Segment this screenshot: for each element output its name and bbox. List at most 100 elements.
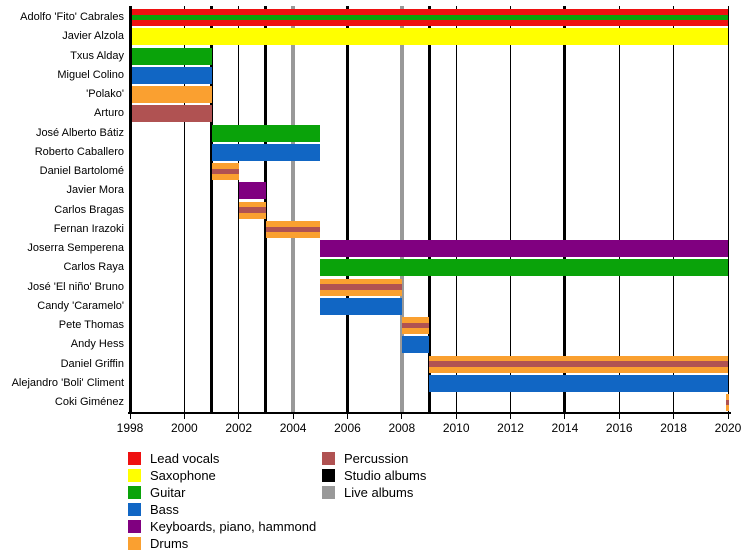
legend-swatch-percussion bbox=[322, 452, 335, 465]
x-axis-tick-label: 2012 bbox=[497, 421, 524, 435]
year-gridline bbox=[183, 6, 185, 412]
x-axis-tick-label: 2000 bbox=[171, 421, 198, 435]
legend-swatch-studio bbox=[322, 469, 335, 482]
legend-label: Drums bbox=[150, 536, 189, 550]
legend-swatch-drums bbox=[128, 537, 141, 550]
member-label: Fernan Irazoki bbox=[53, 222, 124, 235]
member-tenure-bar bbox=[130, 9, 728, 26]
member-label: Arturo bbox=[94, 107, 124, 120]
member-label: Daniel Bartolomé bbox=[39, 165, 124, 177]
member-label: Coki Giménez bbox=[54, 396, 124, 408]
secondary-role-stripe bbox=[265, 226, 321, 232]
studio-album-line bbox=[427, 6, 431, 412]
secondary-role-stripe bbox=[401, 322, 429, 329]
legend-swatch-saxophone bbox=[128, 469, 141, 482]
member-tenure-bar bbox=[429, 374, 728, 392]
x-axis-tick bbox=[455, 414, 457, 419]
secondary-role-stripe bbox=[429, 361, 728, 367]
x-axis-line bbox=[128, 412, 731, 414]
year-gridline bbox=[673, 6, 675, 412]
member-label: Daniel Griffin bbox=[60, 357, 124, 370]
member-tenure-bar bbox=[238, 201, 266, 219]
member-label: Joserra Semperena bbox=[27, 242, 124, 254]
member-label: Alejandro 'Boli' Climent bbox=[11, 376, 124, 389]
secondary-role-stripe bbox=[726, 399, 729, 406]
x-axis-tick bbox=[292, 414, 294, 419]
year-gridline bbox=[618, 6, 620, 412]
member-tenure-bar bbox=[130, 47, 212, 65]
legend-label: Keyboards, piano, hammond bbox=[150, 519, 317, 534]
legend-label: Guitar bbox=[150, 485, 186, 500]
x-axis-tick-label: 2014 bbox=[551, 421, 579, 435]
member-tenure-bar bbox=[320, 240, 728, 257]
member-tenure-bar bbox=[130, 86, 212, 103]
x-axis-tick bbox=[183, 414, 185, 419]
member-tenure-bar bbox=[130, 28, 728, 46]
member-tenure-bar bbox=[265, 220, 321, 238]
legend-label: Lead vocals bbox=[150, 451, 220, 466]
legend-swatch-lead-vocals bbox=[128, 452, 141, 465]
x-axis-tick bbox=[346, 414, 348, 419]
member-label: Roberto Caballero bbox=[34, 145, 124, 158]
legend-label: Studio albums bbox=[344, 468, 427, 483]
live-album-line bbox=[399, 6, 404, 412]
member-tenure-bar bbox=[429, 355, 728, 373]
secondary-role-stripe bbox=[238, 207, 266, 213]
member-tenure-bar bbox=[726, 394, 729, 411]
member-label: Candy 'Caramelo' bbox=[37, 299, 124, 312]
x-axis-tick-label: 2008 bbox=[388, 421, 416, 435]
x-axis-tick bbox=[564, 414, 566, 419]
year-gridline bbox=[510, 6, 512, 412]
member-tenure-bar bbox=[320, 278, 402, 296]
x-axis-tick bbox=[401, 414, 403, 419]
member-label: José Alberto Bátiz bbox=[35, 126, 124, 139]
legend-label: Bass bbox=[150, 502, 179, 517]
x-axis-tick-label: 2004 bbox=[279, 421, 307, 435]
legend-label: Live albums bbox=[344, 485, 414, 500]
x-axis-tick-label: 2010 bbox=[442, 421, 470, 435]
member-label: Pete Thomas bbox=[58, 319, 124, 331]
x-axis-tick-label: 2002 bbox=[225, 421, 253, 435]
x-axis-tick bbox=[727, 414, 729, 419]
x-axis-tick bbox=[238, 414, 240, 419]
legend-swatch-bass bbox=[128, 503, 141, 516]
member-label: Carlos Raya bbox=[63, 261, 124, 274]
x-axis-tick-label: 1998 bbox=[116, 421, 144, 435]
member-tenure-bar bbox=[320, 259, 728, 277]
year-gridline bbox=[727, 6, 729, 412]
x-axis-tick-label: 2006 bbox=[334, 421, 361, 435]
member-tenure-bar bbox=[401, 317, 429, 334]
member-tenure-bar bbox=[211, 163, 239, 180]
secondary-role-stripe bbox=[211, 168, 239, 175]
studio-album-line bbox=[563, 6, 567, 412]
member-label: Txus Alday bbox=[70, 49, 124, 62]
secondary-role-stripe bbox=[130, 14, 728, 21]
x-axis-tick bbox=[510, 414, 512, 419]
member-tenure-bar bbox=[211, 124, 321, 142]
x-axis-tick-label: 2018 bbox=[660, 421, 687, 435]
member-label: Andy Hess bbox=[70, 338, 124, 351]
x-axis-tick-label: 2016 bbox=[605, 421, 633, 435]
secondary-role-stripe bbox=[320, 284, 402, 290]
x-axis-tick bbox=[673, 414, 675, 419]
x-axis-tick-label: 2020 bbox=[714, 421, 742, 435]
live-album-line bbox=[291, 6, 296, 412]
y-axis-line bbox=[128, 6, 132, 414]
member-label: Miguel Colino bbox=[57, 68, 124, 81]
member-tenure-bar bbox=[238, 182, 266, 200]
studio-album-line bbox=[210, 6, 214, 412]
member-tenure-bar bbox=[130, 66, 212, 84]
member-label: Adolfo 'Fito' Cabrales bbox=[20, 11, 124, 23]
x-axis-tick bbox=[129, 414, 131, 419]
legend-label: Percussion bbox=[344, 451, 409, 466]
legend-swatch-guitar bbox=[128, 486, 141, 499]
studio-album-line bbox=[264, 6, 268, 412]
year-gridline bbox=[455, 6, 457, 412]
legend-label: Saxophone bbox=[150, 468, 216, 483]
member-tenure-bar bbox=[401, 336, 429, 354]
member-tenure-bar bbox=[211, 143, 321, 161]
studio-album-line bbox=[345, 6, 349, 412]
member-label: José 'El niño' Bruno bbox=[27, 280, 124, 293]
member-label: 'Polako' bbox=[86, 88, 124, 100]
